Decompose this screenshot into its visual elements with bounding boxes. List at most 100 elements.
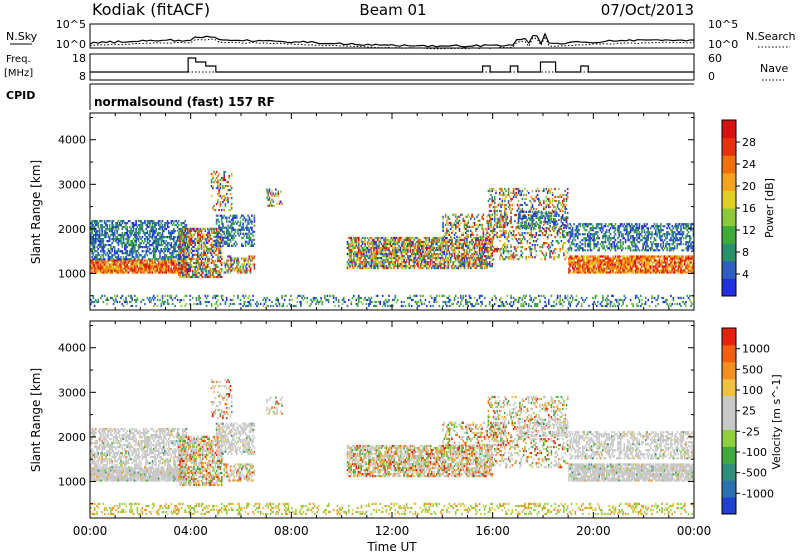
heatmap-cell [198, 265, 200, 269]
heatmap-cell [482, 238, 485, 242]
heatmap-cell [224, 271, 227, 274]
heatmap-cell [507, 258, 510, 261]
heatmap-cell [525, 197, 527, 201]
heatmap-cell [93, 256, 96, 259]
heatmap-cell [185, 259, 188, 263]
heatmap-cell [519, 216, 521, 219]
heatmap-cell [422, 250, 424, 254]
heatmap-cell [205, 237, 208, 240]
heatmap-cell [117, 250, 120, 253]
heatmap-cell [604, 259, 607, 262]
heatmap-cell [141, 226, 144, 229]
heatmap-cell [96, 224, 98, 227]
heatmap-cell [470, 240, 472, 244]
heatmap-cell [468, 261, 471, 264]
heatmap-cell [178, 238, 180, 241]
heatmap-cell [446, 236, 448, 240]
heatmap-cell [556, 212, 559, 215]
heatmap-cell [115, 261, 117, 264]
heatmap-cell [509, 205, 511, 209]
heatmap-cell [360, 257, 363, 260]
heatmap-cell [561, 216, 564, 219]
heatmap-cell [170, 234, 173, 237]
heatmap-cell [151, 250, 154, 253]
heatmap-cell [412, 255, 414, 258]
heatmap-cell [350, 253, 353, 256]
heatmap-cell [137, 271, 140, 274]
heatmap-cell [111, 226, 113, 229]
heatmap-cell [249, 259, 252, 262]
heatmap-cell [115, 252, 117, 255]
heatmap-cell [561, 246, 564, 249]
heatmap-cell [183, 265, 185, 269]
heatmap-cell [135, 238, 137, 241]
heatmap-cell [555, 214, 558, 217]
heatmap-cell [191, 257, 194, 261]
heatmap-cell [132, 224, 135, 227]
heatmap-cell [96, 259, 98, 262]
heatmap-cell [188, 239, 190, 242]
heatmap-cell [234, 267, 237, 270]
heatmap-cell [491, 263, 493, 266]
heatmap-cell [197, 241, 199, 244]
heatmap-cell [95, 256, 97, 259]
heatmap-cell [186, 231, 189, 234]
heatmap-cell [346, 261, 349, 264]
heatmap-cell [171, 256, 174, 259]
heatmap-cell [551, 193, 554, 197]
heatmap-cell [127, 254, 130, 257]
heatmap-cell [139, 220, 141, 223]
heatmap-cell [126, 267, 129, 270]
heatmap-cell [501, 187, 504, 191]
heatmap-cell [446, 231, 448, 234]
heatmap-cell [225, 199, 228, 202]
heatmap-cell [248, 242, 251, 245]
heatmap-cell [560, 240, 563, 243]
heatmap-cell [224, 203, 227, 206]
heatmap-cell [493, 195, 496, 199]
heatmap-cell [144, 254, 146, 257]
heatmap-cell [111, 228, 113, 231]
heatmap-cell [413, 267, 415, 270]
heatmap-cell [346, 253, 349, 256]
heatmap-cell [447, 246, 449, 250]
heatmap-cell [144, 240, 146, 243]
heatmap-cell [549, 205, 551, 209]
heatmap-cell [97, 258, 100, 261]
heatmap-cell [228, 234, 230, 237]
heatmap-cell [442, 221, 444, 224]
heatmap-cell [219, 228, 222, 231]
heatmap-cell [137, 269, 140, 272]
heatmap-cell [239, 216, 242, 219]
heatmap-cell [92, 234, 95, 237]
heatmap-cell [492, 187, 495, 191]
heatmap-cell [180, 257, 183, 261]
heatmap-cell [185, 235, 188, 238]
heatmap-cell [129, 232, 131, 235]
heatmap-cell [92, 220, 95, 223]
heatmap-cell [147, 220, 150, 223]
heatmap-cell [129, 230, 131, 233]
heatmap-cell [156, 263, 159, 266]
heatmap-cell [253, 218, 256, 221]
heatmap-cell [429, 265, 432, 268]
heatmap-cell [164, 224, 166, 227]
heatmap-cell [407, 250, 409, 254]
heatmap-cell [475, 240, 477, 244]
heatmap-cell [126, 240, 129, 243]
heatmap-cell [365, 265, 368, 268]
heatmap-cell [243, 228, 246, 231]
heatmap-cell [105, 267, 107, 270]
heatmap-cell [168, 267, 170, 270]
heatmap-cell [159, 226, 161, 229]
heatmap-cell [224, 267, 227, 270]
heatmap-cell [175, 224, 178, 227]
heatmap-cell [126, 232, 129, 235]
heatmap-cell [98, 228, 101, 231]
heatmap-cell [135, 250, 137, 253]
heatmap-cell [164, 226, 166, 229]
heatmap-cell [157, 234, 160, 237]
heatmap-cell [127, 265, 130, 268]
heatmap-cell [141, 222, 144, 225]
heatmap-cell [122, 259, 125, 262]
